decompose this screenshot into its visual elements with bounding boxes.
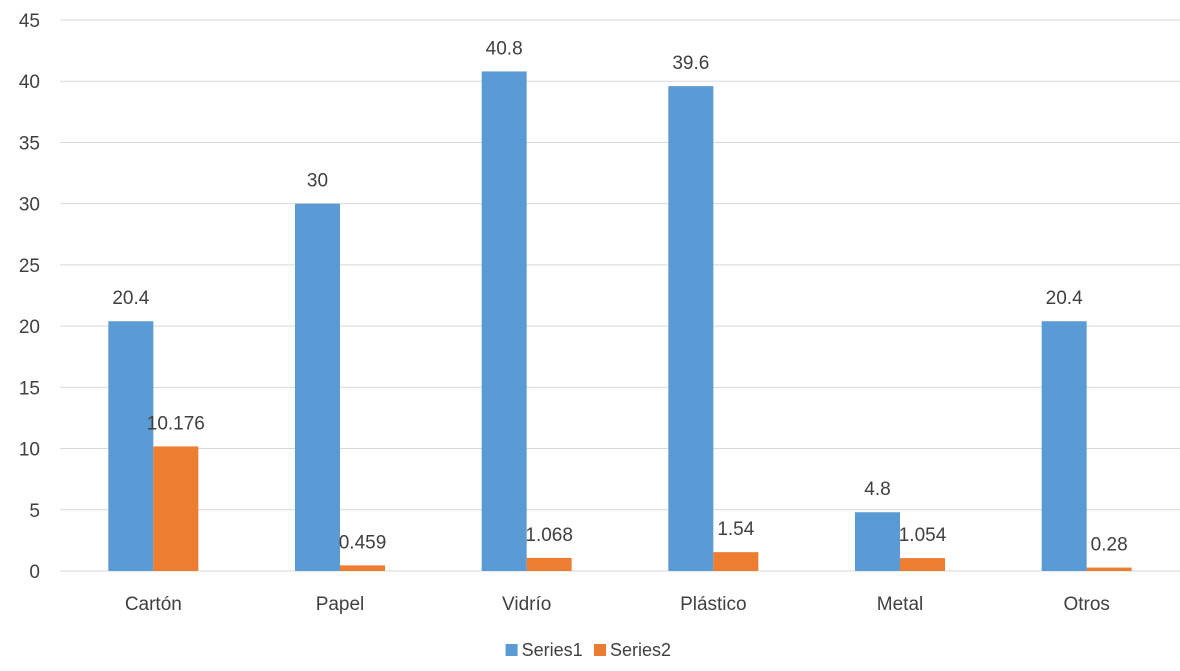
x-category-label: Cartón xyxy=(125,594,182,615)
x-category-label: Metal xyxy=(877,594,923,615)
y-tick-label: 10 xyxy=(19,440,40,461)
data-label: 4.8 xyxy=(864,479,890,500)
x-category-label: Vidrío xyxy=(502,594,551,615)
y-axis-ticks: 0 5 10 15 20 25 30 35 40 45 xyxy=(19,11,40,583)
legend-swatch-series1 xyxy=(505,644,518,656)
bar-series2-5 xyxy=(1086,567,1132,571)
y-tick-label: 0 xyxy=(29,562,40,583)
data-label: 20.4 xyxy=(1046,288,1083,309)
bar-series2-0 xyxy=(153,446,199,571)
bar-series2-1 xyxy=(340,565,385,571)
x-category-label: Plástico xyxy=(680,594,747,615)
x-category-label: Papel xyxy=(316,594,365,615)
bar-series1-0 xyxy=(108,321,154,571)
bar-series1-4 xyxy=(855,512,900,571)
bar-series2-3 xyxy=(713,552,759,571)
y-tick-label: 5 xyxy=(29,501,40,522)
legend-label: Series1 xyxy=(522,640,583,660)
legend-label: Series2 xyxy=(610,640,671,660)
bar-series1-1 xyxy=(295,203,340,571)
y-tick-label: 30 xyxy=(19,195,40,216)
y-tick-label: 45 xyxy=(19,11,40,32)
bar-series2-2 xyxy=(526,557,572,571)
data-labels: 20.4 10.176 30 0.459 40.8 1.068 39.6 1.54 4.8 1.0… xyxy=(112,38,1127,555)
data-label: 0.459 xyxy=(339,532,387,553)
y-tick-label: 15 xyxy=(19,378,40,399)
data-label: 40.8 xyxy=(486,38,523,59)
bar-series1-5 xyxy=(1041,321,1087,571)
data-label: 1.068 xyxy=(525,525,573,546)
bars xyxy=(108,71,1132,572)
bar-series2-4 xyxy=(900,558,945,571)
bar-series1-2 xyxy=(481,71,527,571)
y-tick-label: 35 xyxy=(19,133,40,154)
x-category-label: Otros xyxy=(1063,594,1109,615)
x-axis-categories: Cartón Papel Vidrío Plástico Metal Otros xyxy=(125,594,1110,615)
data-label: 20.4 xyxy=(112,288,149,309)
data-label: 10.176 xyxy=(147,413,205,434)
data-label: 0.28 xyxy=(1091,535,1128,556)
gridlines xyxy=(60,19,1180,572)
data-label: 39.6 xyxy=(672,53,709,74)
data-label: 30 xyxy=(307,171,328,192)
y-tick-label: 20 xyxy=(19,317,40,338)
legend-swatch-series2 xyxy=(594,644,606,656)
legend: Series1 Series2 xyxy=(505,640,671,660)
bar-series1-3 xyxy=(668,86,714,572)
data-label: 1.54 xyxy=(717,519,754,540)
y-tick-label: 25 xyxy=(19,256,40,277)
data-label: 1.054 xyxy=(899,525,947,546)
y-tick-label: 40 xyxy=(19,72,40,93)
